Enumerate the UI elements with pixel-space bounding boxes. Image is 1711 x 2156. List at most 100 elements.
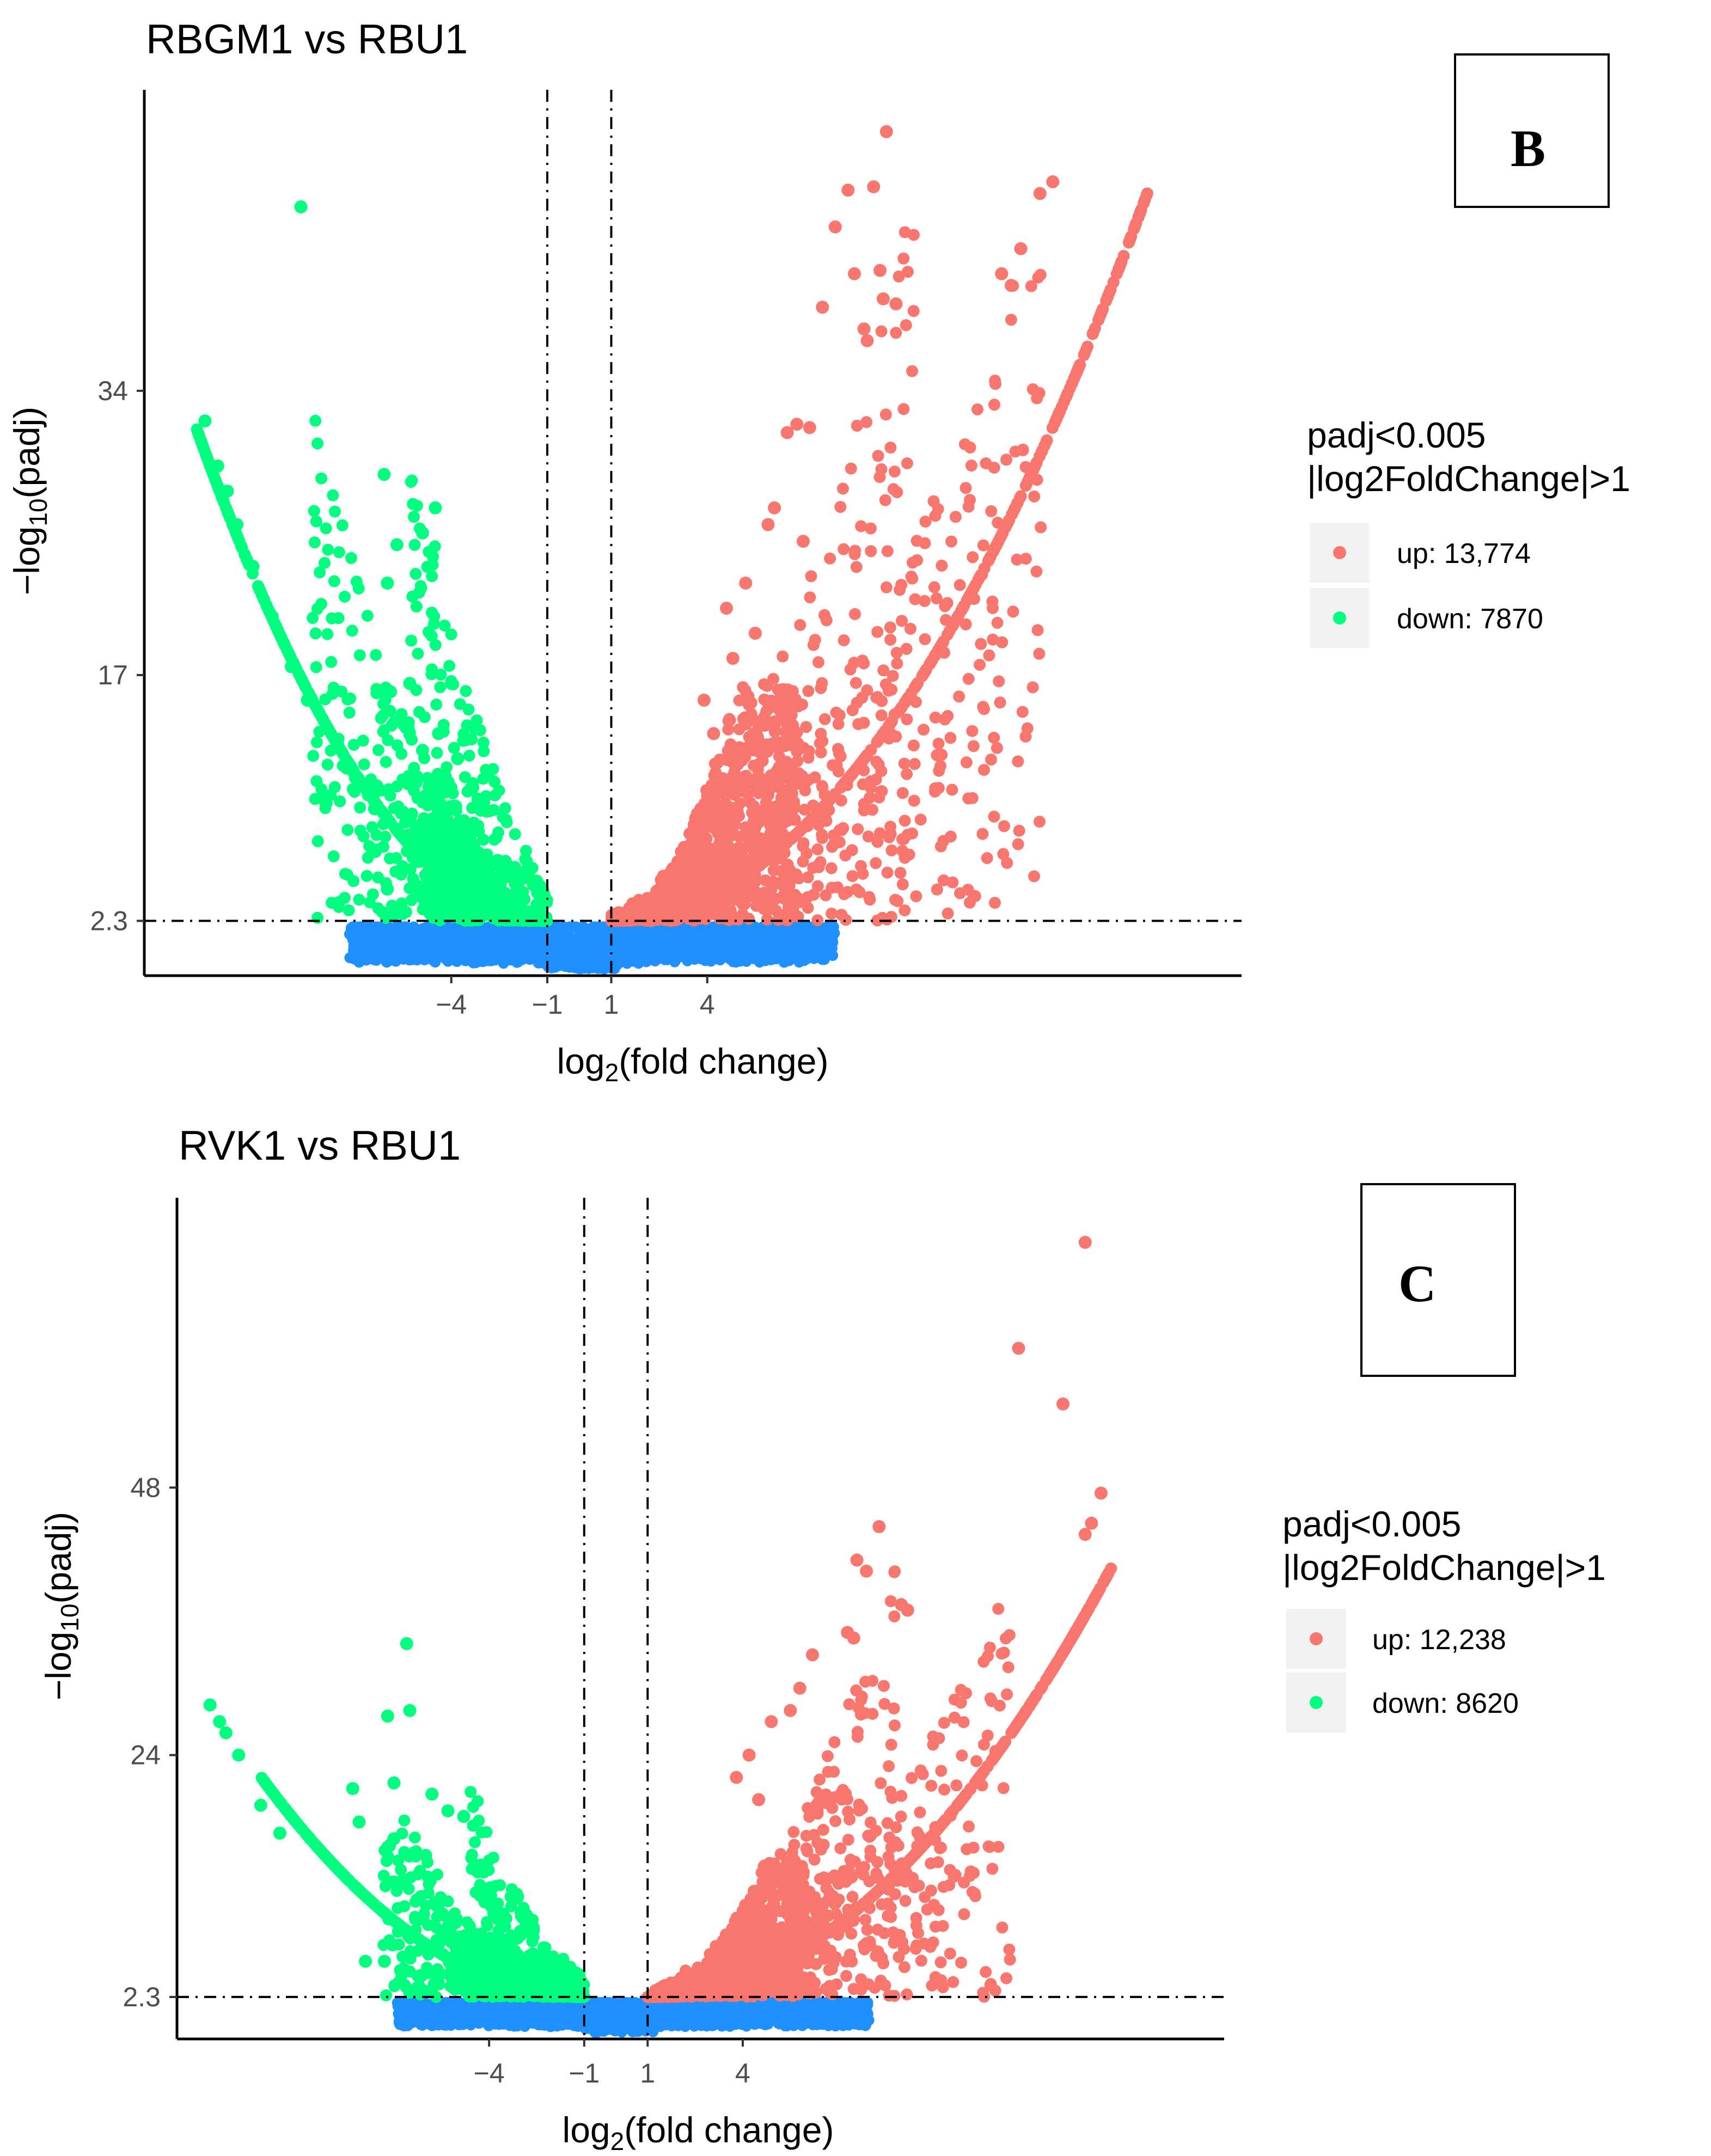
- chart-title: RBGM1 vs RBU1: [146, 16, 468, 63]
- down-point: [474, 866, 486, 878]
- ns-point: [464, 931, 475, 942]
- down-point: [349, 786, 361, 798]
- down-point: [430, 866, 442, 879]
- up-point: [974, 659, 986, 671]
- up-point: [966, 725, 979, 737]
- up-point: [888, 465, 901, 478]
- up-point: [907, 305, 920, 317]
- up-point: [1026, 681, 1039, 694]
- up-point: [722, 723, 735, 736]
- ns-point: [827, 934, 838, 945]
- down-point: [497, 890, 509, 903]
- down-point: [327, 682, 340, 694]
- down-point: [404, 840, 417, 852]
- down-point: [332, 612, 345, 624]
- up-point: [897, 252, 910, 265]
- up-point: [960, 482, 972, 494]
- up-point: [816, 832, 829, 844]
- up-point: [919, 633, 931, 645]
- down-point: [320, 522, 332, 535]
- up-point: [1030, 565, 1043, 578]
- down-point: [308, 536, 321, 549]
- down-point: [480, 764, 492, 776]
- panel-label: B: [1511, 119, 1545, 177]
- up-point: [1014, 492, 1026, 504]
- down-point: [402, 716, 415, 728]
- up-point: [986, 595, 999, 608]
- up-point: [953, 690, 966, 703]
- down-point: [327, 850, 340, 862]
- down-point: [408, 511, 420, 523]
- down-point: [371, 779, 383, 792]
- ns-point: [384, 941, 396, 953]
- ns-point: [380, 951, 392, 962]
- up-point: [968, 593, 981, 605]
- up-point: [946, 876, 959, 889]
- ns-point: [765, 924, 777, 936]
- up-point: [933, 764, 945, 777]
- up-point: [761, 680, 773, 692]
- up-point: [988, 399, 1000, 411]
- up-point: [881, 545, 894, 558]
- up-point: [794, 619, 806, 631]
- down-point: [313, 726, 326, 738]
- down-point: [315, 598, 327, 610]
- down-point: [370, 649, 382, 661]
- down-point: [341, 693, 354, 706]
- down-point: [354, 801, 366, 814]
- up-point: [838, 634, 850, 647]
- up-point: [876, 695, 888, 707]
- up-point: [899, 814, 911, 827]
- ns-point: [511, 947, 522, 959]
- down-point: [311, 437, 323, 450]
- up-point: [936, 559, 948, 572]
- ns-point: [357, 944, 368, 955]
- up-point: [1072, 364, 1084, 376]
- ns-point: [366, 942, 378, 954]
- up-point: [988, 810, 1000, 823]
- up-point: [891, 895, 904, 908]
- down-point: [260, 599, 273, 611]
- up-point: [884, 828, 897, 840]
- up-point: [932, 737, 945, 750]
- up-point: [901, 768, 913, 780]
- ns-point: [561, 952, 572, 964]
- ns-point: [551, 950, 562, 961]
- down-point: [408, 785, 420, 797]
- down-point: [429, 639, 442, 651]
- up-point: [962, 500, 975, 513]
- up-point: [855, 520, 867, 532]
- ns-point: [499, 953, 511, 965]
- down-point: [465, 781, 477, 794]
- down-point: [382, 734, 394, 746]
- up-point: [934, 840, 947, 853]
- ns-point: [774, 948, 785, 959]
- down-point: [426, 899, 438, 912]
- down-point: [488, 775, 501, 788]
- up-point: [909, 696, 922, 708]
- up-point: [907, 739, 920, 752]
- ns-point: [411, 927, 422, 939]
- down-point: [410, 601, 423, 612]
- up-point: [906, 827, 918, 840]
- up-point: [792, 892, 804, 904]
- up-point: [858, 804, 870, 817]
- up-point: [977, 701, 989, 713]
- down-point: [520, 844, 532, 857]
- up-point: [846, 704, 859, 716]
- up-point: [977, 539, 989, 552]
- up-point: [846, 870, 859, 883]
- ns-point: [822, 946, 834, 958]
- up-point: [804, 591, 816, 604]
- down-point: [445, 628, 457, 641]
- up-point: [976, 828, 989, 840]
- up-point: [965, 460, 977, 472]
- down-point: [502, 903, 515, 915]
- down-point: [534, 879, 547, 892]
- up-point: [820, 614, 833, 627]
- up-point: [949, 511, 962, 523]
- down-point: [283, 647, 295, 659]
- up-point: [872, 450, 884, 462]
- up-point: [918, 595, 931, 607]
